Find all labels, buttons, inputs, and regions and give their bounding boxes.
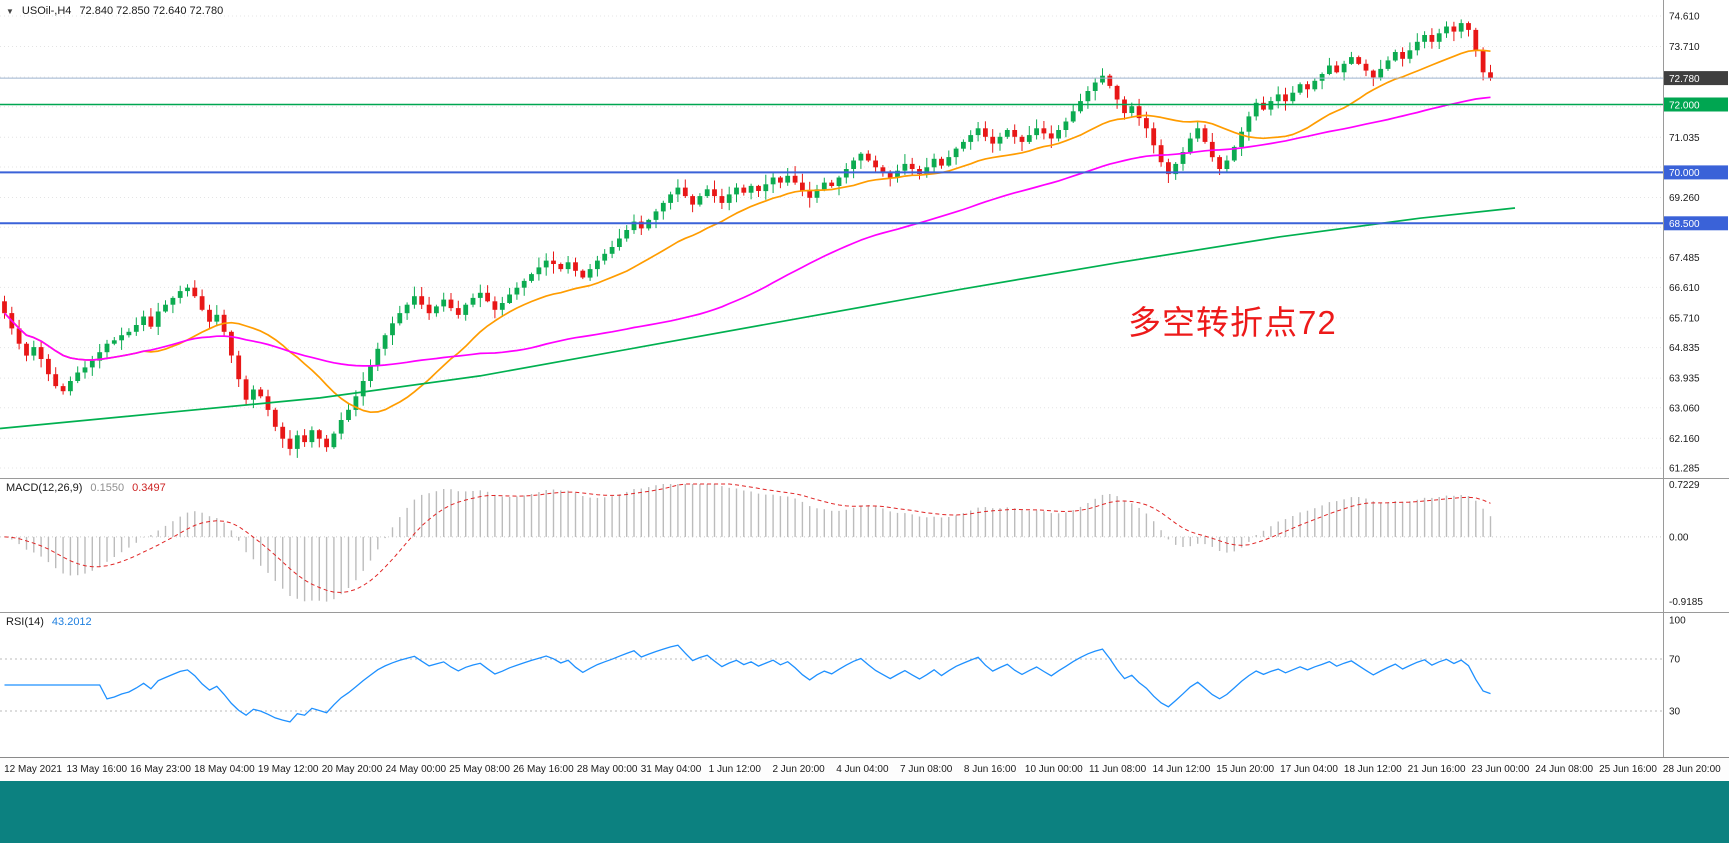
time-axis-label: 28 Jun 20:00	[1662, 764, 1721, 775]
svg-text:0.00: 0.00	[1669, 532, 1689, 543]
svg-text:30: 30	[1669, 707, 1681, 718]
macd-panel[interactable]: 0.7229 0.00 -0.9185	[0, 478, 1729, 612]
macd-signal-line	[4, 483, 1491, 594]
time-axis-label: 7 Jun 08:00	[900, 764, 953, 775]
time-axis-label: 12 May 2021	[4, 764, 62, 775]
macd-main-value: 0.1550	[90, 482, 125, 494]
time-axis-label: 15 Jun 20:00	[1216, 764, 1275, 775]
macd-histogram	[11, 484, 1492, 602]
time-axis-label: 24 May 00:00	[385, 764, 447, 775]
rsi-indicator-label: RSI(14) 43.2012	[6, 616, 92, 628]
svg-text:68.500: 68.500	[1669, 219, 1700, 230]
time-axis-label: 10 Jun 00:00	[1024, 764, 1083, 775]
time-axis-label: 23 Jun 00:00	[1471, 764, 1530, 775]
svg-text:72.000: 72.000	[1669, 100, 1700, 111]
chart-menu-icon[interactable]: ▼	[6, 6, 14, 16]
svg-text:67.485: 67.485	[1669, 253, 1700, 264]
time-axis-label: 11 Jun 08:00	[1089, 764, 1147, 775]
time-axis-label: 28 May 00:00	[576, 764, 638, 775]
svg-text:62.160: 62.160	[1669, 434, 1700, 445]
svg-text:69.260: 69.260	[1669, 193, 1700, 204]
svg-text:71.035: 71.035	[1669, 133, 1700, 144]
rsi-line	[4, 644, 1491, 723]
ma-trend-line	[0, 207, 1516, 430]
time-axis-label: 26 May 16:00	[513, 764, 574, 775]
horizontal-level-lines[interactable]	[0, 77, 1663, 225]
time-axis-label: 2 Jun 20:00	[772, 764, 825, 775]
time-axis-label: 16 May 23:00	[130, 764, 191, 775]
price-axis[interactable]: 74.610 73.710 71.035 69.260 67.485 66.610 65.7…	[1663, 0, 1729, 478]
time-axis-label: 1 Jun 12:00	[708, 764, 761, 775]
rsi-value: 43.2012	[51, 616, 92, 628]
time-axis-label: 8 Jun 16:00	[963, 764, 1017, 775]
symbol-timeframe-label: USOil-,H4	[21, 5, 72, 17]
time-axis-label: 19 May 12:00	[257, 764, 319, 775]
svg-text:64.835: 64.835	[1669, 343, 1700, 354]
macd-indicator-label: MACD(12,26,9) 0.1550 0.3497	[6, 482, 166, 494]
ma-fast-line	[3, 49, 1491, 414]
price-gridlines	[0, 15, 1663, 469]
svg-text:70: 70	[1669, 655, 1681, 666]
time-axis-label: 13 May 16:00	[66, 764, 128, 775]
time-axis-label: 18 May 04:00	[194, 764, 255, 775]
candlesticks	[2, 19, 1493, 458]
rsi-indicator-name: RSI(14)	[6, 616, 44, 628]
time-axis-label: 4 Jun 04:00	[836, 764, 889, 775]
svg-text:63.060: 63.060	[1669, 403, 1700, 414]
svg-text:70.000: 70.000	[1669, 168, 1700, 179]
svg-text:100: 100	[1669, 616, 1686, 627]
ma-medium-line	[3, 96, 1491, 367]
svg-text:-0.9185: -0.9185	[1669, 597, 1703, 608]
svg-text:74.610: 74.610	[1669, 12, 1700, 23]
time-axis-label: 18 Jun 12:00	[1343, 764, 1402, 775]
time-axis[interactable]: 12 May 2021 13 May 16:00 16 May 23:00 18 Ma…	[0, 757, 1729, 781]
ohlc-values: 72.840 72.850 72.640 72.780	[79, 5, 224, 17]
svg-text:73.710: 73.710	[1669, 42, 1700, 53]
macd-indicator-name: MACD(12,26,9)	[6, 482, 83, 494]
macd-signal-value: 0.3497	[132, 482, 166, 494]
svg-text:65.710: 65.710	[1669, 313, 1700, 324]
svg-text:66.610: 66.610	[1669, 283, 1700, 294]
time-axis-label: 24 Jun 08:00	[1535, 764, 1594, 775]
time-axis-label: 31 May 04:00	[640, 764, 702, 775]
footer-bar	[0, 781, 1729, 843]
time-axis-label: 20 May 20:00	[321, 764, 383, 775]
time-axis-label: 25 Jun 16:00	[1599, 764, 1657, 775]
svg-text:63.935: 63.935	[1669, 374, 1700, 385]
time-axis-label: 21 Jun 16:00	[1407, 764, 1466, 775]
chart-annotation-text[interactable]: 多空转折点72	[1128, 304, 1337, 341]
svg-text:61.285: 61.285	[1669, 464, 1700, 475]
svg-text:72.780: 72.780	[1669, 74, 1700, 85]
price-chart-panel[interactable]: 74.610 73.710 71.035 69.260 67.485 66.610 65.7…	[0, 0, 1729, 478]
chart-header: ▼ USOil-,H4 72.840 72.850 72.640 72.780	[6, 5, 223, 17]
rsi-panel[interactable]: 100 70 30	[0, 612, 1729, 757]
svg-text:0.7229: 0.7229	[1669, 480, 1700, 491]
time-axis-label: 17 Jun 04:00	[1280, 764, 1338, 775]
time-axis-label: 14 Jun 12:00	[1152, 764, 1211, 775]
time-axis-label: 25 May 08:00	[449, 764, 510, 775]
